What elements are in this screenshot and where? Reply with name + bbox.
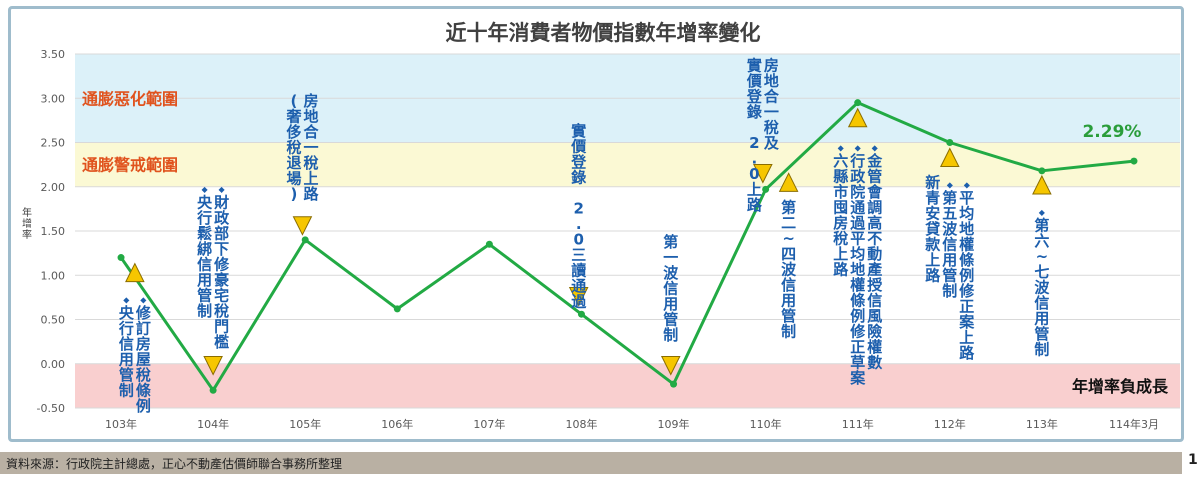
annotation-marker-1 — [203, 356, 223, 376]
annotation-marker-7 — [847, 107, 868, 128]
x-tick-label: 109年 — [658, 417, 690, 431]
annotation-marker-6 — [778, 172, 799, 192]
data-point — [854, 99, 862, 107]
x-tick-label: 111年 — [842, 417, 874, 431]
data-point — [485, 240, 493, 248]
band-1 — [75, 142, 1180, 187]
annotation-text-4-0: 第一波信用管制 — [663, 233, 679, 344]
annotation-text-7-1: ◆行政院通過平均地權條例修正草案 — [849, 143, 866, 387]
annotation-text-0-0: ◆央行信用管制 — [118, 296, 135, 400]
chart-title: 近十年消費者物價指數年增率變化 — [446, 21, 761, 45]
data-point — [301, 236, 309, 244]
annotation-marker-5 — [753, 163, 773, 184]
data-point — [1038, 167, 1046, 175]
y-tick-label: 3.50 — [41, 48, 66, 61]
annotation-text-8-0: 新青安貸款上路 — [925, 173, 941, 284]
annotation-text-7-2: ◆金管會調高不動產授信風險權數 — [866, 143, 883, 371]
data-point — [577, 310, 585, 318]
y-axis-label: 年增率 — [22, 206, 32, 241]
annotation-text-0-1: ◆修訂房屋稅條例 — [135, 296, 152, 416]
annotation-text-3-0: 實價登錄 2. 0 三讀通過 — [570, 122, 587, 310]
annotation-text-2-1: 房地合一稅上路 — [302, 92, 319, 203]
source-footer: 資料來源：行政院主計總處，正心不動產估價師聯合事務所整理 — [0, 452, 1182, 474]
y-tick-label: 2.00 — [41, 181, 66, 194]
x-tick-label: 110年 — [750, 417, 782, 431]
x-tick-label: 107年 — [473, 417, 505, 431]
data-point — [762, 185, 770, 193]
data-point — [670, 380, 678, 388]
annotation-marker-8 — [939, 147, 960, 168]
page-number: 1 — [1188, 452, 1198, 468]
band-2 — [75, 363, 1180, 408]
annotation-text-9-0: ◆第六~七波信用管制 — [1034, 208, 1050, 359]
x-tick-label: 105年 — [289, 417, 321, 431]
series-line — [119, 101, 1135, 392]
x-tick-label: 112年 — [934, 417, 966, 431]
cpi-line-chart: 3.50 3.00 2.50 2.00 1.50 1.00 0.50 0.00 -0.50 通膨惡… — [22, 21, 1180, 431]
data-point — [1130, 157, 1138, 165]
annotation-marker-2 — [292, 216, 313, 236]
y-tick-label: 0.00 — [41, 358, 66, 371]
last-value-label: 2.29% — [1082, 122, 1141, 142]
x-tick-label: 113年 — [1026, 417, 1058, 431]
annotation-text-5-1: 房地合一稅及 — [763, 57, 780, 153]
annotation-marker-4 — [660, 356, 681, 376]
y-tick-label: 1.00 — [41, 269, 66, 282]
annotation-text-1-1: ◆財政部下修豪宅稅門檻 — [213, 185, 230, 351]
annotation-text-5-0: 實價登錄 2. 0 上路 — [746, 57, 763, 215]
band-label-1: 通膨警戒範圍 — [82, 156, 178, 175]
x-tick-label: 104年 — [197, 417, 229, 431]
data-point — [946, 139, 954, 146]
y-tick-label: 3.00 — [41, 92, 66, 105]
x-tick-label: 108年 — [565, 417, 597, 431]
annotation-marker-0 — [125, 262, 145, 283]
annotation-text-7-0: ◆六縣市囤房稅上路 — [833, 143, 849, 278]
source-text: 資料來源：行政院主計總處，正心不動產估價師聯合事務所整理 — [6, 457, 343, 471]
y-tick-label: 2.50 — [41, 137, 66, 150]
annotation-marker-9 — [1032, 174, 1052, 195]
annotation-text-6-0: 第二~四波信用管制 — [781, 198, 797, 340]
x-tick-label: 103年 — [105, 417, 137, 431]
annotation-text-1-0: ◆央行鬆綁信用管制 — [196, 185, 213, 320]
data-point — [117, 254, 125, 262]
data-point — [209, 386, 217, 394]
annotation-text-2-0: (奢侈稅退場) — [285, 92, 302, 203]
y-tick-label: -0.50 — [37, 402, 65, 415]
annotation-text-8-1: ◆第五波信用管制 — [942, 180, 958, 300]
annotation-text-8-2: ◆平均地權條例修正案上路 — [958, 180, 975, 362]
y-tick-label: 1.50 — [41, 225, 66, 238]
annotation-marker-3 — [568, 286, 589, 307]
band-label-2: 年增率負成長 — [1072, 377, 1169, 396]
x-tick-label: 114年3月 — [1109, 417, 1159, 431]
band-label-0: 通膨惡化範圍 — [82, 89, 178, 108]
data-point — [393, 305, 401, 313]
x-tick-label: 106年 — [381, 417, 413, 431]
y-tick-label: 0.50 — [41, 314, 66, 327]
